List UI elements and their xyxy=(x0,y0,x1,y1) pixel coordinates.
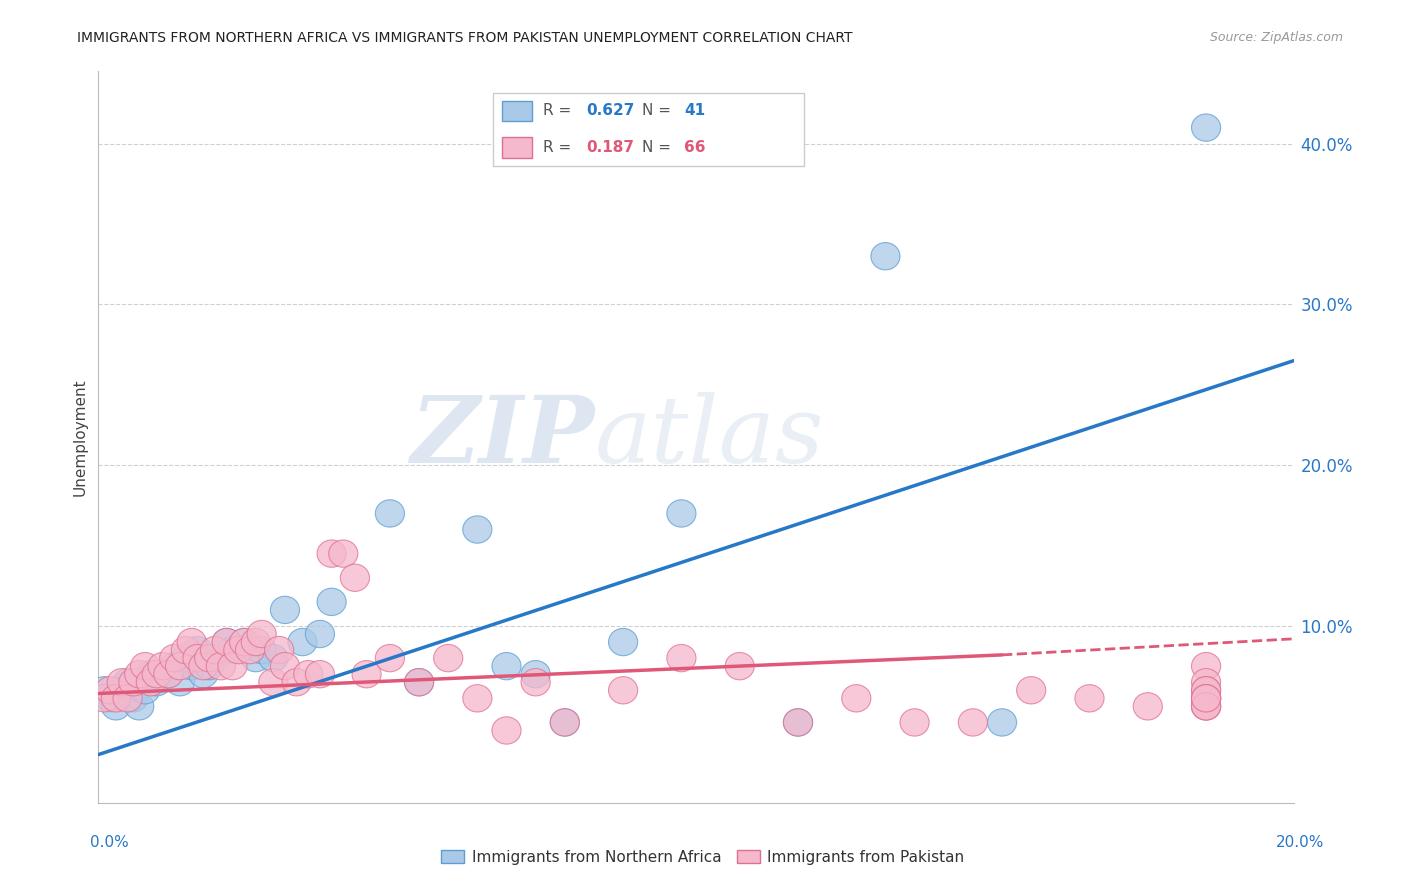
Text: atlas: atlas xyxy=(595,392,824,482)
Text: 0.187: 0.187 xyxy=(586,140,634,155)
FancyBboxPatch shape xyxy=(502,137,533,158)
FancyBboxPatch shape xyxy=(502,101,533,121)
Text: Source: ZipAtlas.com: Source: ZipAtlas.com xyxy=(1209,31,1343,45)
Text: 0.627: 0.627 xyxy=(586,103,634,119)
Text: 0.0%: 0.0% xyxy=(90,836,129,850)
Text: R =: R = xyxy=(543,140,576,155)
Text: R =: R = xyxy=(543,103,576,119)
Text: N =: N = xyxy=(643,140,676,155)
Legend: Immigrants from Northern Africa, Immigrants from Pakistan: Immigrants from Northern Africa, Immigra… xyxy=(436,844,970,871)
Text: IMMIGRANTS FROM NORTHERN AFRICA VS IMMIGRANTS FROM PAKISTAN UNEMPLOYMENT CORRELA: IMMIGRANTS FROM NORTHERN AFRICA VS IMMIG… xyxy=(77,31,853,45)
Text: N =: N = xyxy=(643,103,676,119)
Text: 20.0%: 20.0% xyxy=(1277,836,1324,850)
Text: 66: 66 xyxy=(685,140,706,155)
Y-axis label: Unemployment: Unemployment xyxy=(72,378,87,496)
FancyBboxPatch shape xyxy=(494,94,804,167)
Text: ZIP: ZIP xyxy=(411,392,595,482)
Text: 41: 41 xyxy=(685,103,706,119)
